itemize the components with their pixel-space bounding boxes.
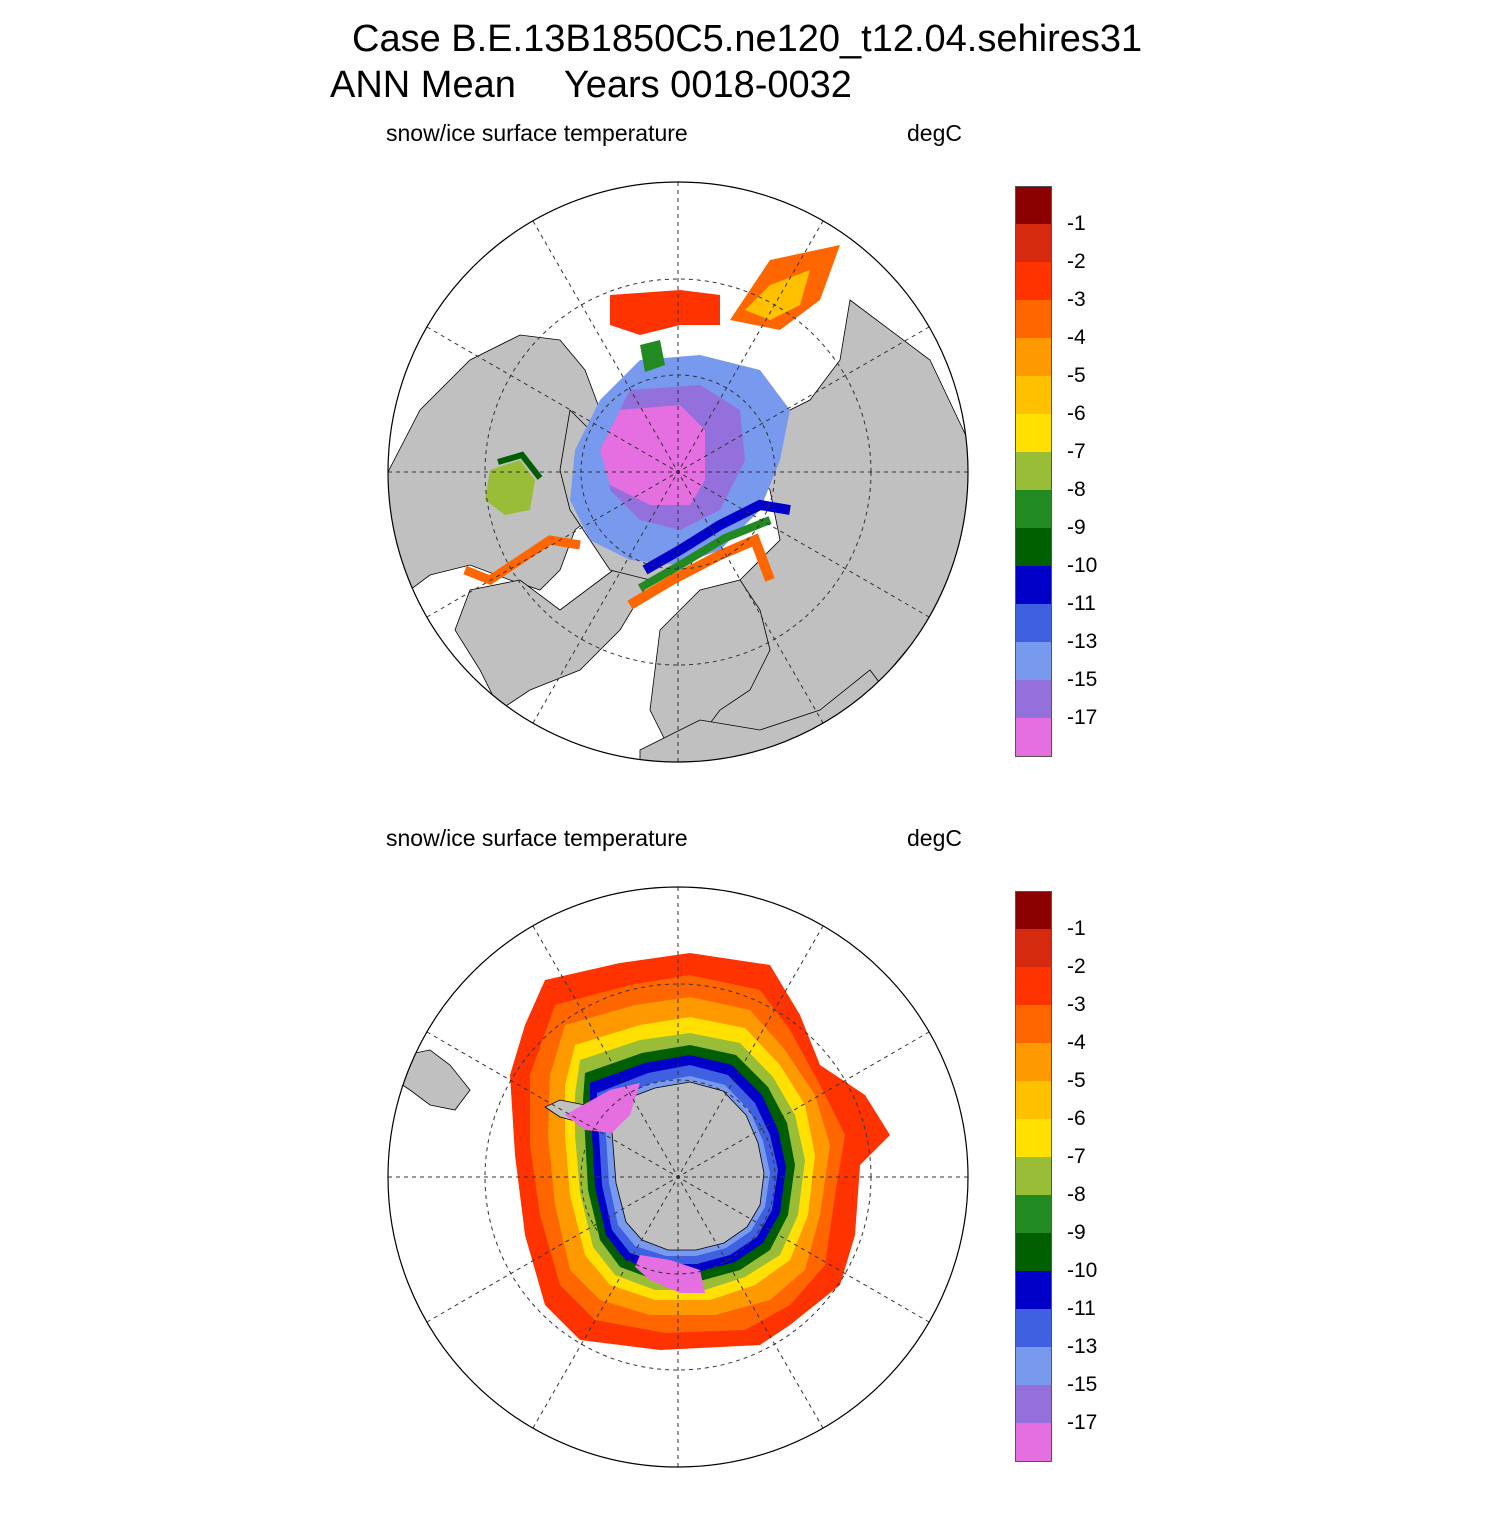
- colorbar-label: -8: [1067, 1183, 1086, 1206]
- north-variable-title: snow/ice surface temperature: [386, 120, 688, 146]
- north-colorbar: -1 -2 -3 -4 -5 -6 -7 -8 -9 -10 -11 -13 -15 -17: [1015, 186, 1097, 757]
- colorbar-label: -17: [1067, 706, 1098, 729]
- north-ice-band-green: [638, 516, 772, 592]
- south-colorbar: -1 -2 -3 -4 -5 -6 -7 -8 -9 -10 -11 -13 -15 -17: [1015, 891, 1097, 1462]
- colorbar-segment: [1015, 1271, 1052, 1310]
- colorbar-label: -15: [1067, 668, 1098, 691]
- north-ice-labrador: [463, 535, 581, 586]
- colorbar-segment: [1015, 1043, 1052, 1082]
- colorbar-segment: [1015, 224, 1052, 263]
- north-ice-bering-green: [640, 340, 665, 372]
- colorbar-label: -1: [1067, 212, 1086, 235]
- colorbar-segment: [1015, 186, 1052, 226]
- colorbar-segment: [1015, 414, 1052, 453]
- colorbar-segment: [1015, 338, 1052, 377]
- colorbar-label: -3: [1067, 993, 1086, 1016]
- colorbar-label: -7: [1067, 1145, 1086, 1168]
- south-polar-map: [387, 886, 969, 1468]
- south-units-label: degC: [907, 825, 962, 851]
- figure-title-line2: ANN Mean Years 0018-0032: [330, 64, 852, 107]
- colorbar-label: -9: [1067, 516, 1086, 539]
- north-ice-pacific-red: [610, 290, 720, 335]
- colorbar-segment: [1015, 1119, 1052, 1158]
- colorbar-segment: [1015, 566, 1052, 605]
- colorbar-segment: [1015, 1005, 1052, 1044]
- colorbar-segment: [1015, 452, 1052, 491]
- colorbar-label: -4: [1067, 326, 1086, 349]
- colorbar-label: -5: [1067, 364, 1086, 387]
- colorbar-segment: [1015, 1195, 1052, 1234]
- colorbar-label: -2: [1067, 250, 1086, 273]
- south-variable-title: snow/ice surface temperature: [386, 825, 688, 851]
- north-ice-band-orange: [627, 533, 775, 610]
- colorbar-label: -15: [1067, 1373, 1098, 1396]
- colorbar-label: -10: [1067, 1259, 1098, 1282]
- colorbar-segment: [1015, 967, 1052, 1006]
- colorbar-segment: [1015, 680, 1052, 719]
- south-ice-weddell: [565, 1083, 640, 1133]
- figure-title-line1: Case B.E.13B1850C5.ne120_t12.04.sehires3…: [352, 18, 1143, 60]
- colorbar-label: -8: [1067, 478, 1086, 501]
- colorbar-segment: [1015, 1385, 1052, 1424]
- colorbar-label: -7: [1067, 440, 1086, 463]
- north-ice-core: [600, 405, 705, 505]
- north-units-label: degC: [907, 120, 962, 146]
- colorbar-segment: [1015, 642, 1052, 681]
- colorbar-label: -13: [1067, 630, 1098, 653]
- north-ice-edge-atlantic: [642, 499, 791, 575]
- colorbar-segment: [1015, 1233, 1052, 1272]
- colorbar-label: -3: [1067, 288, 1086, 311]
- colorbar-label: -1: [1067, 917, 1086, 940]
- north-land-america: [454, 549, 651, 711]
- colorbar-label: -11: [1067, 1297, 1096, 1320]
- colorbar-segment: [1015, 718, 1052, 757]
- colorbar-segment: [1015, 1309, 1052, 1348]
- colorbar-label: -13: [1067, 1335, 1098, 1358]
- colorbar-segment: [1015, 929, 1052, 968]
- colorbar-label: -2: [1067, 955, 1086, 978]
- colorbar-label: -17: [1067, 1411, 1098, 1434]
- colorbar-segment: [1015, 376, 1052, 415]
- colorbar-segment: [1015, 528, 1052, 567]
- mean-label: ANN Mean: [330, 64, 516, 106]
- south-polar-panel: snow/ice surface temperature degC: [0, 815, 1500, 1515]
- colorbar-label: -10: [1067, 554, 1098, 577]
- colorbar-label: -6: [1067, 1107, 1086, 1130]
- colorbar-segment: [1015, 490, 1052, 529]
- colorbar-segment: [1015, 1081, 1052, 1120]
- colorbar-segment: [1015, 262, 1052, 301]
- colorbar-label: -5: [1067, 1069, 1086, 1092]
- colorbar-segment: [1015, 300, 1052, 339]
- north-ice-okhotsk-core: [745, 270, 810, 320]
- colorbar-label: -9: [1067, 1221, 1086, 1244]
- colorbar-segment: [1015, 1347, 1052, 1386]
- colorbar-label: -6: [1067, 402, 1086, 425]
- colorbar-label: -4: [1067, 1031, 1086, 1054]
- north-ice-hudson: [485, 460, 535, 515]
- colorbar-segment: [1015, 1157, 1052, 1196]
- colorbar-segment: [1015, 891, 1052, 931]
- colorbar-segment: [1015, 604, 1052, 643]
- colorbar-label: -11: [1067, 592, 1096, 615]
- north-ice-hudson-ring: [497, 451, 543, 480]
- years-label: Years 0018-0032: [563, 64, 852, 106]
- colorbar-segment: [1015, 1423, 1052, 1462]
- north-land-europe: [649, 579, 771, 751]
- north-polar-panel: snow/ice surface temperature degC: [0, 110, 1500, 810]
- north-polar-map: [387, 181, 969, 763]
